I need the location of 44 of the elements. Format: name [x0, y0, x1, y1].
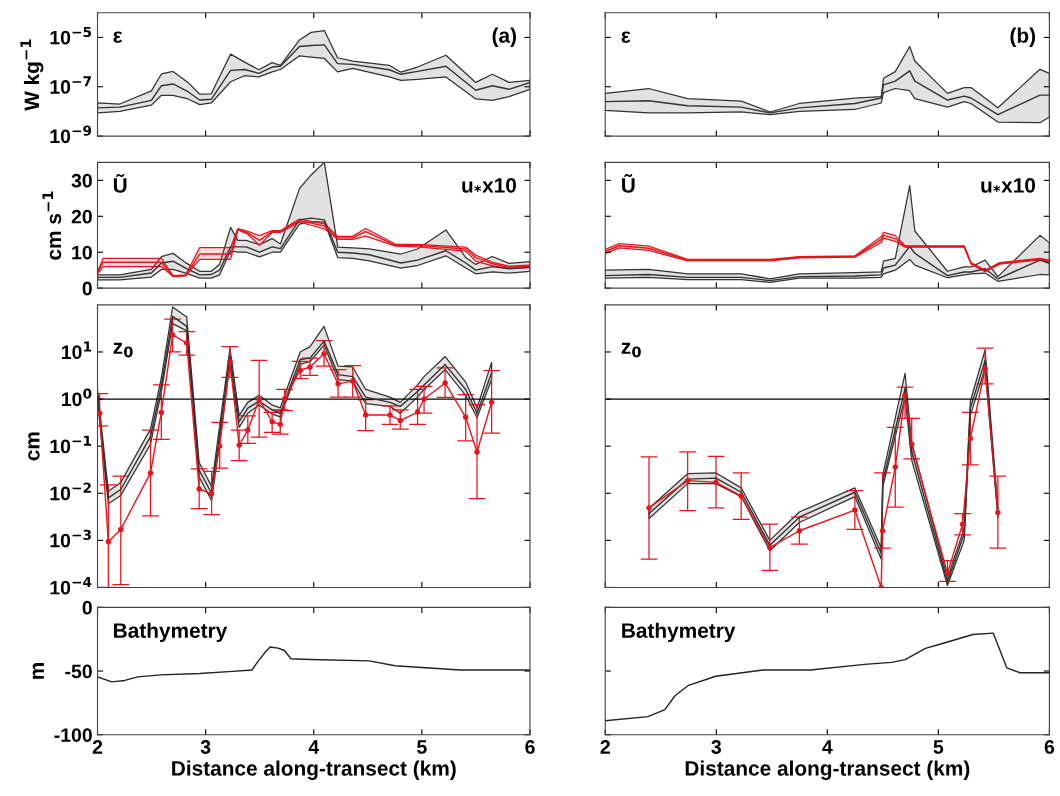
annotation: Bathymetry: [622, 622, 736, 643]
y-axis-title: W kg$^{−1}$: [20, 39, 44, 111]
y-tick-label: 10$^{−2}$: [50, 482, 91, 501]
annotation: (a): [492, 27, 516, 47]
x-tick-label: 2: [600, 740, 610, 754]
y-tick-label: 10$^{−9}$: [50, 125, 92, 144]
y-tick-label: 10$^{1}$: [61, 341, 92, 360]
x-tick-label: 4: [822, 740, 833, 754]
annotation: Bathymetry: [114, 622, 228, 643]
y-tick-label: 20: [71, 209, 92, 224]
annotation: Ũ: [622, 174, 635, 193]
annotation: (b): [1010, 27, 1036, 47]
x-tick-label: 6: [1044, 740, 1055, 754]
y-axis-title: m: [32, 663, 44, 679]
annotation: ε: [621, 31, 631, 43]
x-tick-label: 6: [525, 740, 535, 754]
y-tick-label: 10: [72, 245, 92, 260]
x-tick-label: 3: [711, 740, 721, 754]
annotation: u$_{*}$x10: [981, 177, 1036, 193]
y-tick-label: 10$^{−7}$: [50, 76, 91, 94]
annotation: z$_{0}$: [113, 342, 133, 358]
y-axis-title: cm s$^{−1}$: [42, 191, 62, 260]
x-tick-label: 4: [308, 740, 320, 754]
annotation: z$_{0}$: [621, 342, 641, 358]
y-tick-label: 10$^{−4}$: [50, 576, 92, 595]
annotation: ε: [113, 31, 123, 43]
y-tick-label: -50: [65, 664, 92, 679]
x-tick-label: 3: [200, 740, 211, 754]
y-axis-title: cm: [28, 432, 40, 461]
y-tick-label: 0: [82, 281, 92, 296]
x-axis-title: Distance along-transect (km): [685, 760, 970, 780]
y-tick-label: 30: [71, 173, 92, 188]
y-tick-label: 10$^{−3}$: [50, 529, 91, 548]
x-axis-title: Distance along-transect (km): [172, 760, 456, 780]
annotation: u$_{*}$x10: [462, 177, 517, 193]
y-tick-label: 10$^{−1}$: [50, 435, 92, 454]
y-tick-label: 10$^{0}$: [61, 388, 92, 407]
x-tick-label: 5: [933, 740, 944, 754]
x-tick-label: 2: [92, 740, 103, 754]
y-tick-label: 0: [82, 600, 92, 615]
x-tick-label: 5: [417, 740, 427, 754]
annotation: Ũ: [113, 174, 127, 193]
y-tick-label: 10$^{−5}$: [50, 26, 92, 45]
y-tick-label: -100: [54, 728, 92, 742]
